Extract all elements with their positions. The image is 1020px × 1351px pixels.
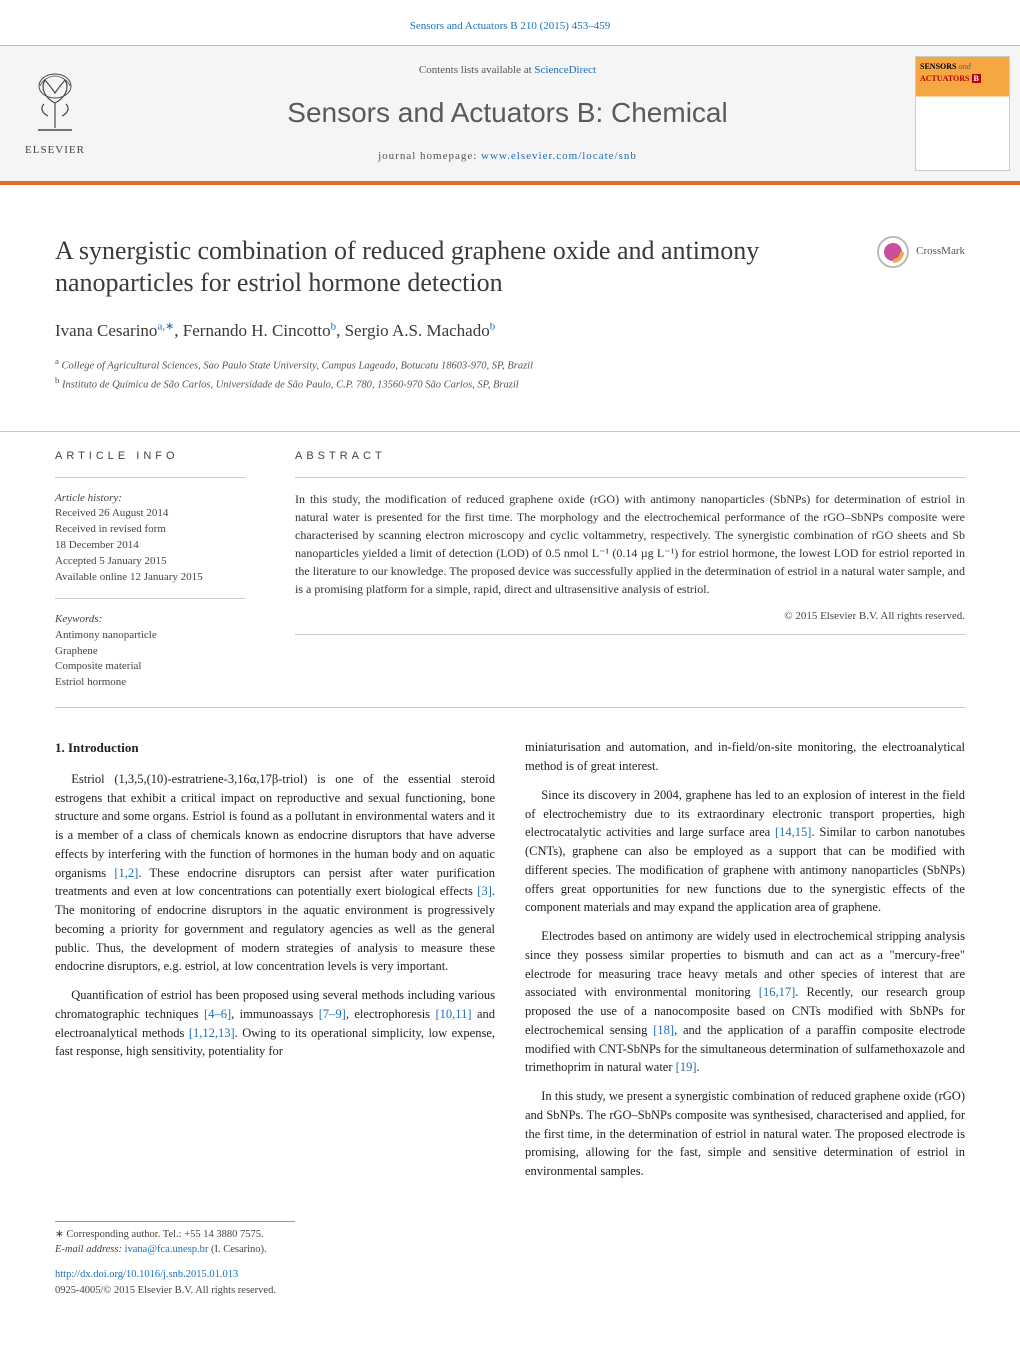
- keyword-2: Graphene: [55, 644, 245, 660]
- footer-block: ∗ Corresponding author. Tel.: +55 14 388…: [0, 1211, 1020, 1329]
- crossmark-badge[interactable]: CrossMark: [876, 235, 965, 269]
- intro-para-5: Electrodes based on antimony are widely …: [525, 927, 965, 1077]
- corr-email-line: E-mail address: ivana@fca.unesp.br (I. C…: [55, 1243, 295, 1258]
- history-label: Article history:: [55, 490, 245, 507]
- homepage-line: journal homepage: www.elsevier.com/locat…: [378, 148, 637, 165]
- article-info-heading: ARTICLE INFO: [55, 448, 245, 465]
- affiliation-b: b Instituto de Química de São Carlos, Un…: [55, 374, 965, 393]
- history-revised-2: 18 December 2014: [55, 538, 245, 554]
- keywords-label: Keywords:: [55, 611, 245, 628]
- right-column: miniaturisation and automation, and in-f…: [525, 738, 965, 1191]
- intro-para-6: In this study, we present a synergistic …: [525, 1087, 965, 1181]
- body-columns: 1. Introduction Estriol (1,3,5,(10)-estr…: [0, 708, 1020, 1211]
- author-3-affil[interactable]: b: [490, 320, 496, 332]
- abstract-heading: ABSTRACT: [295, 448, 965, 465]
- author-2-affil[interactable]: b: [331, 320, 337, 332]
- homepage-url[interactable]: www.elsevier.com/locate/snb: [481, 150, 637, 162]
- meta-row: ARTICLE INFO Article history: Received 2…: [0, 431, 1020, 707]
- elsevier-logo[interactable]: ELSEVIER: [0, 46, 110, 181]
- crossmark-icon: [876, 235, 910, 269]
- corr-email-who: (I. Cesarino).: [208, 1244, 266, 1255]
- crossmark-text: CrossMark: [916, 243, 965, 260]
- author-1-affil[interactable]: a,∗: [157, 320, 174, 332]
- contents-text: Contents lists available at: [419, 64, 534, 76]
- affiliations: a College of Agricultural Sciences, Sao …: [55, 355, 965, 393]
- history-received: Received 26 August 2014: [55, 506, 245, 522]
- abstract-col: ABSTRACT In this study, the modification…: [270, 432, 965, 707]
- journal-citation-link[interactable]: Sensors and Actuators B 210 (2015) 453–4…: [410, 20, 610, 32]
- intro-para-4: Since its discovery in 2004, graphene ha…: [525, 786, 965, 917]
- author-1: Ivana Cesarino: [55, 321, 157, 340]
- intro-para-3: miniaturisation and automation, and in-f…: [525, 738, 965, 776]
- article-title: A synergistic combination of reduced gra…: [55, 235, 965, 300]
- authors-line: Ivana Cesarinoa,∗, Fernando H. Cincottob…: [55, 318, 965, 344]
- keyword-3: Composite material: [55, 659, 245, 675]
- email-label: E-mail address:: [55, 1244, 125, 1255]
- keywords-list: Antimony nanoparticle Graphene Composite…: [55, 628, 245, 692]
- abstract-copyright: © 2015 Elsevier B.V. All rights reserved…: [295, 608, 965, 625]
- left-column: 1. Introduction Estriol (1,3,5,(10)-estr…: [55, 738, 495, 1191]
- issn-copyright: 0925-4005/© 2015 Elsevier B.V. All right…: [55, 1283, 965, 1299]
- journal-cover-thumb[interactable]: SENSORS and ACTUATORS B: [915, 56, 1010, 171]
- history-online: Available online 12 January 2015: [55, 570, 245, 586]
- homepage-label: journal homepage:: [378, 150, 481, 162]
- cover-actuators-label: ACTUATORS B: [920, 73, 1005, 85]
- corr-tel: ∗ Corresponding author. Tel.: +55 14 388…: [55, 1228, 295, 1243]
- intro-para-1: Estriol (1,3,5,(10)-estratriene-3,16α,17…: [55, 770, 495, 976]
- keyword-1: Antimony nanoparticle: [55, 628, 245, 644]
- contents-available-line: Contents lists available at ScienceDirec…: [419, 62, 596, 79]
- elsevier-tree-icon: [20, 68, 90, 138]
- article-header: CrossMark A synergistic combination of r…: [0, 185, 1020, 414]
- journal-title: Sensors and Actuators B: Chemical: [287, 92, 727, 134]
- author-3: Sergio A.S. Machado: [345, 321, 490, 340]
- author-2: Fernando H. Cincotto: [183, 321, 331, 340]
- elsevier-text: ELSEVIER: [25, 142, 85, 159]
- corresponding-author-footnote: ∗ Corresponding author. Tel.: +55 14 388…: [55, 1221, 295, 1257]
- history-revised-1: Received in revised form: [55, 522, 245, 538]
- doi-link[interactable]: http://dx.doi.org/10.1016/j.snb.2015.01.…: [55, 1267, 965, 1283]
- article-info-col: ARTICLE INFO Article history: Received 2…: [55, 432, 270, 707]
- cover-sensors-label: SENSORS and: [920, 61, 1005, 73]
- affiliation-a: a College of Agricultural Sciences, Sao …: [55, 355, 965, 374]
- history-accepted: Accepted 5 January 2015: [55, 554, 245, 570]
- sciencedirect-link[interactable]: ScienceDirect: [534, 64, 596, 76]
- corr-email-link[interactable]: ivana@fca.unesp.br: [125, 1244, 209, 1255]
- header-band: ELSEVIER Contents lists available at Sci…: [0, 45, 1020, 185]
- abstract-text: In this study, the modification of reduc…: [295, 490, 965, 598]
- keyword-4: Estriol hormone: [55, 675, 245, 691]
- section-1-heading: 1. Introduction: [55, 738, 495, 758]
- header-center: Contents lists available at ScienceDirec…: [110, 46, 905, 181]
- journal-citation: Sensors and Actuators B 210 (2015) 453–4…: [0, 0, 1020, 45]
- intro-para-2: Quantification of estriol has been propo…: [55, 986, 495, 1061]
